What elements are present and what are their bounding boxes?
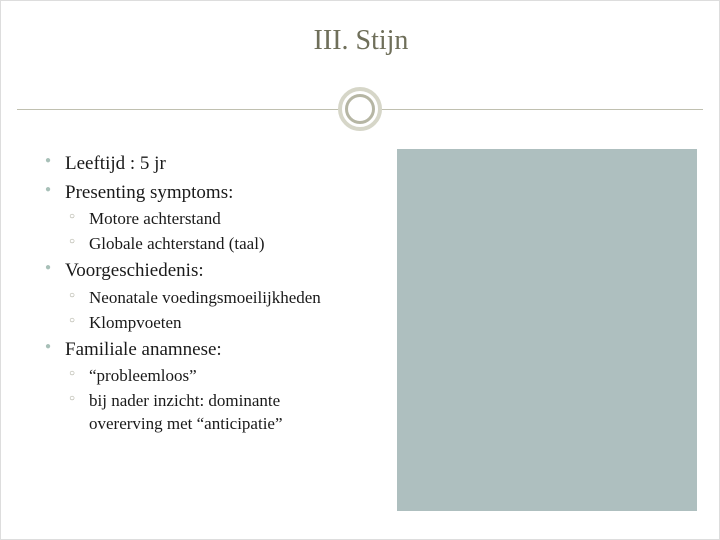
slide-title: III. Stijn	[1, 25, 720, 57]
circle-inner-icon	[345, 94, 375, 124]
right-placeholder-block	[397, 149, 697, 511]
list-sub-item: Klompvoeten	[69, 312, 355, 335]
sub-list: “probleemloos” bij nader inzicht: domina…	[45, 365, 355, 436]
list-item: Presenting symptoms:	[45, 180, 355, 207]
content-body: Leeftijd : 5 jr Presenting symptoms: Mot…	[45, 151, 355, 438]
list-sub-item: “probleemloos”	[69, 365, 355, 388]
list-item: Leeftijd : 5 jr	[45, 151, 355, 178]
circle-ornament-icon	[338, 87, 382, 131]
bullet-list: Leeftijd : 5 jr Presenting symptoms: Mot…	[45, 151, 355, 436]
sub-list: Neonatale voedingsmoeilijkheden Klompvoe…	[45, 287, 355, 335]
list-sub-item: Globale achterstand (taal)	[69, 233, 355, 256]
list-sub-item: bij nader inzicht: dominante overerving …	[69, 390, 355, 436]
sub-list: Motore achterstand Globale achterstand (…	[45, 208, 355, 256]
list-sub-item: Motore achterstand	[69, 208, 355, 231]
list-item: Familiale anamnese:	[45, 337, 355, 364]
list-item: Voorgeschiedenis:	[45, 258, 355, 285]
title-area: III. Stijn	[1, 25, 720, 57]
list-sub-item: Neonatale voedingsmoeilijkheden	[69, 287, 355, 310]
slide: III. Stijn Leeftijd : 5 jr Presenting sy…	[0, 0, 720, 540]
